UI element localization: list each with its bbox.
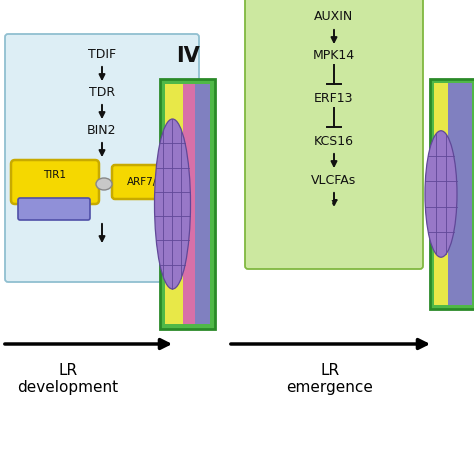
Text: KCS16: KCS16	[314, 135, 354, 147]
Ellipse shape	[168, 159, 184, 173]
Text: ARF7/19: ARF7/19	[127, 177, 171, 187]
Text: LR
development: LR development	[18, 363, 118, 395]
Text: AUXIN: AUXIN	[314, 9, 354, 22]
Bar	[434, 83, 448, 305]
Bar	[448, 83, 472, 305]
Text: ERF13: ERF13	[314, 91, 354, 104]
Text: BIN2: BIN2	[87, 124, 117, 137]
Text: TIR1: TIR1	[44, 170, 66, 180]
Bar	[165, 84, 183, 324]
Text: TDR: TDR	[89, 85, 115, 99]
Bar	[430, 79, 474, 309]
Ellipse shape	[425, 131, 457, 257]
Text: LR
emergence: LR emergence	[287, 363, 374, 395]
Text: P: P	[173, 162, 179, 171]
Text: VLCFAs: VLCFAs	[311, 173, 356, 186]
Bar	[183, 84, 195, 324]
FancyBboxPatch shape	[112, 165, 186, 199]
FancyBboxPatch shape	[11, 160, 99, 204]
Bar	[195, 84, 210, 324]
Text: MPK14: MPK14	[313, 48, 355, 62]
Bar	[161, 79, 216, 329]
FancyBboxPatch shape	[18, 198, 90, 220]
Text: IV: IV	[176, 46, 200, 66]
Text: TDIF: TDIF	[88, 47, 116, 61]
FancyBboxPatch shape	[5, 34, 199, 282]
Ellipse shape	[96, 178, 112, 190]
Ellipse shape	[155, 119, 191, 289]
FancyBboxPatch shape	[245, 0, 423, 269]
Text: AUX/IAA: AUX/IAA	[36, 204, 72, 213]
